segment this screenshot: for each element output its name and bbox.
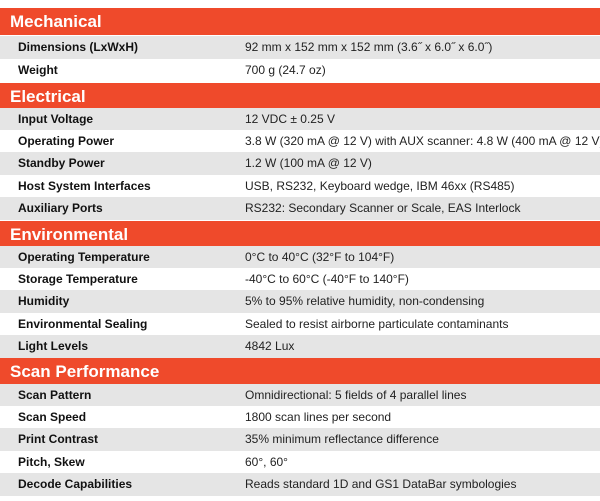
spec-row: Humidity 5% to 95% relative humidity, no… — [0, 290, 600, 313]
section-header-electrical: Electrical — [0, 83, 600, 110]
spec-label: Operating Temperature — [18, 250, 150, 264]
spec-label: Light Levels — [18, 339, 89, 353]
spec-label: Input Voltage — [18, 112, 94, 126]
spec-value: 35% minimum reflectance difference — [245, 432, 439, 446]
spec-row: Decode Capabilities Reads standard 1D an… — [0, 473, 600, 496]
spec-label: Pitch, Skew — [18, 455, 85, 469]
spec-value: 3.8 W (320 mA @ 12 V) with AUX scanner: … — [245, 134, 600, 148]
spec-value: Sealed to resist airborne particulate co… — [245, 317, 509, 331]
spec-label: Scan Speed — [18, 410, 87, 424]
spec-value: USB, RS232, Keyboard wedge, IBM 46xx (RS… — [245, 179, 515, 193]
spec-label: Decode Capabilities — [18, 477, 133, 491]
spec-row: Standby Power 1.2 W (100 mA @ 12 V) — [0, 152, 600, 175]
spec-row: Input Voltage 12 VDC ± 0.25 V — [0, 108, 600, 131]
spec-value: 1.2 W (100 mA @ 12 V) — [245, 156, 372, 170]
spec-value: 5% to 95% relative humidity, non-condens… — [245, 294, 485, 308]
spec-value: Reads standard 1D and GS1 DataBar symbol… — [245, 477, 517, 491]
spec-label: Environmental Sealing — [18, 317, 148, 331]
spec-value: 4842 Lux — [245, 339, 295, 353]
spec-label: Print Contrast — [18, 432, 99, 446]
spec-label: Storage Temperature — [18, 272, 138, 286]
spec-value: Omnidirectional: 5 fields of 4 parallel … — [245, 388, 467, 402]
spec-row: Print Contrast 35% minimum reflectance d… — [0, 428, 600, 451]
spec-label: Standby Power — [18, 156, 105, 170]
spec-value: 60°, 60° — [245, 455, 288, 469]
spec-label: Humidity — [18, 294, 70, 308]
spec-row: Weight 700 g (24.7 oz) — [0, 59, 600, 82]
spec-row: Scan Pattern Omnidirectional: 5 fields o… — [0, 384, 600, 407]
spec-label: Host System Interfaces — [18, 179, 151, 193]
spec-label: Weight — [18, 63, 58, 77]
spec-label: Scan Pattern — [18, 388, 92, 402]
spec-value: 700 g (24.7 oz) — [245, 63, 326, 77]
spec-row: Scan Speed 1800 scan lines per second — [0, 406, 600, 429]
spec-row: Storage Temperature -40°C to 60°C (-40°F… — [0, 268, 600, 291]
spec-value: -40°C to 60°C (-40°F to 140°F) — [245, 272, 409, 286]
spec-row: Dimensions (LxWxH) 92 mm x 152 mm x 152 … — [0, 36, 600, 59]
spec-label: Dimensions (LxWxH) — [18, 40, 139, 54]
spec-value: 92 mm x 152 mm x 152 mm (3.6˝ x 6.0˝ x 6… — [245, 40, 493, 54]
spec-row: Environmental Sealing Sealed to resist a… — [0, 313, 600, 336]
spec-label: Operating Power — [18, 134, 115, 148]
section-header-scan-performance: Scan Performance — [0, 358, 600, 385]
spec-value: 0°C to 40°C (32°F to 104°F) — [245, 250, 395, 264]
spec-value: 1800 scan lines per second — [245, 410, 392, 424]
spec-row: Operating Temperature 0°C to 40°C (32°F … — [0, 246, 600, 269]
section-header-environmental: Environmental — [0, 221, 600, 248]
spec-row: Light Levels 4842 Lux — [0, 335, 600, 358]
spec-value: RS232: Secondary Scanner or Scale, EAS I… — [245, 201, 521, 215]
spec-row: Pitch, Skew 60°, 60° — [0, 451, 600, 474]
section-header-mechanical: Mechanical — [0, 8, 600, 35]
spec-row: Operating Power 3.8 W (320 mA @ 12 V) wi… — [0, 130, 600, 153]
spec-value: 12 VDC ± 0.25 V — [245, 112, 335, 126]
spec-row: Auxiliary Ports RS232: Secondary Scanner… — [0, 197, 600, 220]
spec-row: Host System Interfaces USB, RS232, Keybo… — [0, 175, 600, 198]
spec-label: Auxiliary Ports — [18, 201, 103, 215]
